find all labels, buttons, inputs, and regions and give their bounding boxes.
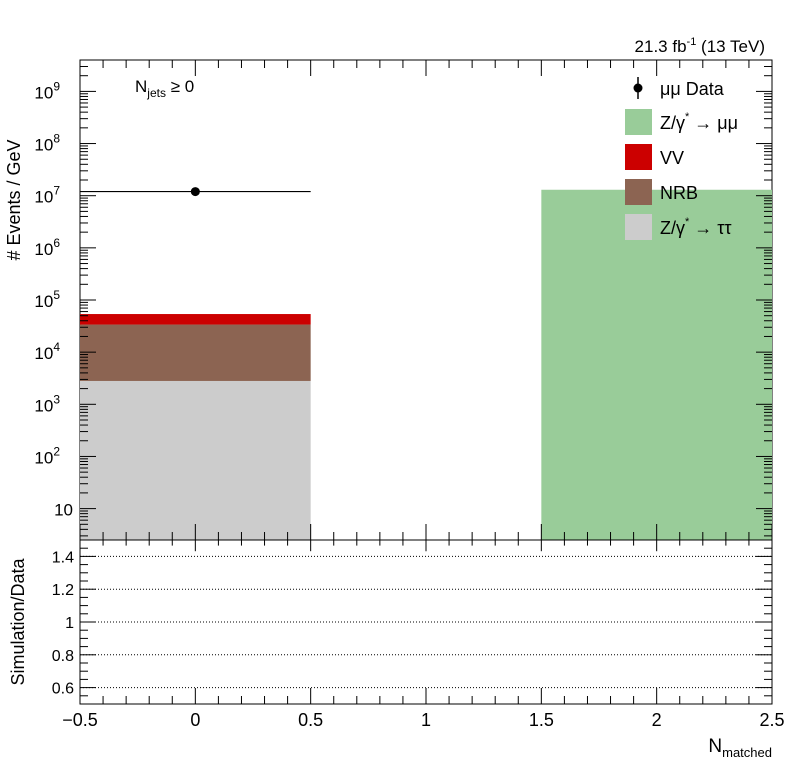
y-tick-label: 108 [34,132,60,155]
y-tick-label: 104 [34,340,60,363]
y-tick-label: 105 [34,288,60,311]
x-axis-ticks: −0.5 0 0.5 1 1.5 2 2.5 [62,540,785,730]
legend-swatch-vv [625,144,652,170]
y-tick-label: 106 [34,236,60,259]
legend-label-nrb: NRB [660,183,698,203]
legend-marker-data [633,83,643,93]
legend-label-zmumu: Z/γ* → μμ [660,111,738,133]
ratio-y-tick-label: 1.2 [52,582,74,599]
y-tick-label: 103 [34,392,60,415]
x-tick-label: 0 [190,710,200,730]
y-tick-label: 10 [54,501,73,520]
ratio-panel: 0.6 0.8 1 1.2 1.4 −0.5 0 0.5 1 1.5 2 2.5 Simulatio… [8,539,785,760]
y-tick-label: 109 [34,79,60,102]
legend-label-data: μμ Data [660,79,725,99]
x-tick-label: 1 [421,710,431,730]
x-tick-label: 2 [652,710,662,730]
legend-label-vv: VV [660,148,684,168]
bar-zmumu-bin-2 [541,189,772,541]
x-axis-title: Nmatched [708,736,772,760]
x-axis-ticks-top [79,60,773,540]
x-tick-label: −0.5 [62,710,98,730]
ratio-y-tick-label: 0.6 [52,681,74,698]
x-tick-label: 1.5 [529,710,554,730]
bar-ztautau-bin-0 [80,380,311,540]
main-panel: 10 102 103 104 105 106 107 108 109 # Events / Ge… [4,59,773,541]
x-tick-label: 2.5 [759,710,784,730]
luminosity-label: 21.3 fb-1 (13 TeV) [635,36,765,56]
legend-swatch-nrb [625,179,652,205]
ratio-y-tick-label: 0.8 [52,648,74,665]
ratio-y-axis-title: Simulation/Data [8,557,28,685]
y-tick-label: 107 [34,184,60,207]
legend-swatch-ztautau [625,214,652,240]
legend-label-ztautau: Z/γ* → ττ [660,216,732,238]
data-points [80,187,311,197]
ratio-gridlines [80,555,772,689]
data-point-0 [190,187,200,197]
stacked-bars [80,189,772,541]
y-axis-ticks: 10 102 103 104 105 106 107 108 109 [34,59,772,537]
y-tick-label: 102 [34,444,60,467]
legend: μμ Data Z/γ* → μμ VV NRB Z/γ* → ττ [625,77,738,240]
bar-vv-bin-0 [80,314,311,325]
ratio-y-tick-label: 1.4 [52,549,74,566]
bar-nrb-bin-0 [80,324,311,381]
njets-label: Njets ≥ 0 [135,77,194,100]
x-tick-label: 0.5 [298,710,323,730]
legend-swatch-zmumu [625,109,652,135]
ratio-y-tick-label: 1 [65,615,74,632]
ratio-y-axis-ticks: 0.6 0.8 1 1.2 1.4 [52,539,772,705]
y-axis-title: # Events / GeV [4,139,24,260]
